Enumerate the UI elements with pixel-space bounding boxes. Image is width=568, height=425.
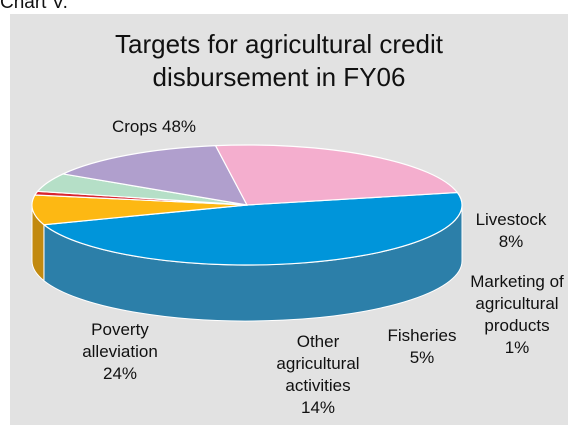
pie-labels: Crops 48% Livestock 8% Marketing of agricult… — [82, 117, 564, 417]
pie-slice-other — [61, 145, 249, 206]
pie-label-line: Crops 48% — [112, 117, 196, 136]
pie-label-livestock: Livestock 8% — [476, 210, 547, 251]
pie-label-line: 8% — [499, 232, 524, 251]
pie-label-line: Other — [297, 332, 340, 351]
pie-label-line: alleviation — [82, 342, 158, 361]
pie-label-poverty: Poverty alleviation 24% — [82, 320, 158, 383]
pie-label-line: Marketing of — [470, 272, 564, 291]
pie-label-line: Poverty — [91, 320, 149, 339]
chart-title: Targets for agricultural creditdisbursem… — [115, 29, 444, 92]
pie-slices — [31, 144, 463, 266]
pie-label-line: 5% — [410, 348, 435, 367]
pie-slice-poverty — [214, 144, 459, 206]
pie-label-line: Livestock — [476, 210, 547, 229]
chart-caption: Chart V. — [0, 0, 68, 13]
pie-label-line: 1% — [505, 338, 530, 357]
pie-label-line: products — [484, 316, 549, 335]
pie-slice-crops — [42, 191, 463, 266]
pie-label-line: 24% — [103, 364, 137, 383]
pie-label-other: Other agricultural activities 14% — [276, 332, 359, 417]
chart-title-line: Targets for agricultural credit — [115, 29, 444, 59]
pie-label-line: 14% — [301, 398, 335, 417]
pie-label-line: agricultural — [276, 354, 359, 373]
pie-label-line: agricultural — [475, 294, 558, 313]
chart-title-line: disbursement in FY06 — [153, 62, 406, 92]
pie-label-line: Fisheries — [388, 326, 457, 345]
pie-label-marketing: Marketing of agricultural products 1% — [470, 272, 564, 357]
pie-label-fisheries: Fisheries 5% — [388, 326, 457, 367]
pie-label-line: activities — [285, 376, 350, 395]
pie-label-crops: Crops 48% — [112, 117, 196, 136]
